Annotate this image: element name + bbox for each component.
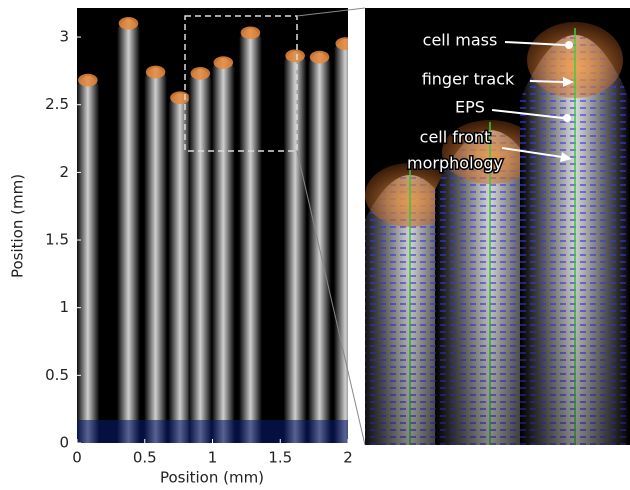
cell-mass [240, 26, 261, 40]
x-tick-label: 0.5 [133, 449, 157, 467]
y-tick-label: 2 [59, 163, 69, 181]
x-tick-label: 1.5 [268, 449, 292, 467]
cell-mass [309, 50, 330, 64]
cell-mass [190, 67, 211, 80]
y-tick-label: 3 [59, 28, 69, 46]
cell-mass [78, 73, 98, 87]
y-tick-label: 1 [59, 298, 69, 316]
finger [283, 51, 307, 443]
zoom-connector [296, 150, 366, 446]
x-axis-label: Position (mm) [160, 469, 264, 487]
zoom-connector [296, 7, 366, 17]
y-tick-label: 1.5 [45, 231, 69, 249]
x-tick-label: 2 [343, 449, 353, 467]
annotation: cell mass [423, 31, 498, 50]
cell-mass [285, 49, 305, 63]
y-axis-label: Position (mm) [9, 174, 27, 278]
finger [144, 67, 168, 443]
finger [211, 57, 235, 443]
finger [333, 38, 348, 443]
base-layer [77, 420, 348, 443]
cell-mass [145, 65, 166, 79]
zoom-box [184, 15, 298, 152]
cell-mass [213, 56, 234, 69]
cell-mass [118, 16, 139, 30]
y-tick-label: 2.5 [45, 95, 69, 113]
finger [77, 75, 100, 443]
finger [238, 28, 262, 443]
annotation: morphology [407, 154, 503, 173]
y-tick-label: 0.5 [45, 366, 69, 384]
finger [116, 18, 141, 443]
annotation: EPS [455, 98, 485, 117]
cell-mass [335, 37, 348, 50]
fingers [77, 16, 348, 443]
y-tick-label: 0 [59, 434, 69, 452]
cell-mass [170, 91, 190, 105]
x-tick-label: 0 [72, 449, 82, 467]
annotation-arrows [491, 41, 574, 162]
finger [168, 93, 192, 443]
x-tick-label: 1 [208, 449, 218, 467]
inset [365, 8, 630, 445]
annotation: cell front [420, 128, 491, 147]
annotation: finger track [422, 70, 515, 89]
finger [188, 68, 212, 443]
